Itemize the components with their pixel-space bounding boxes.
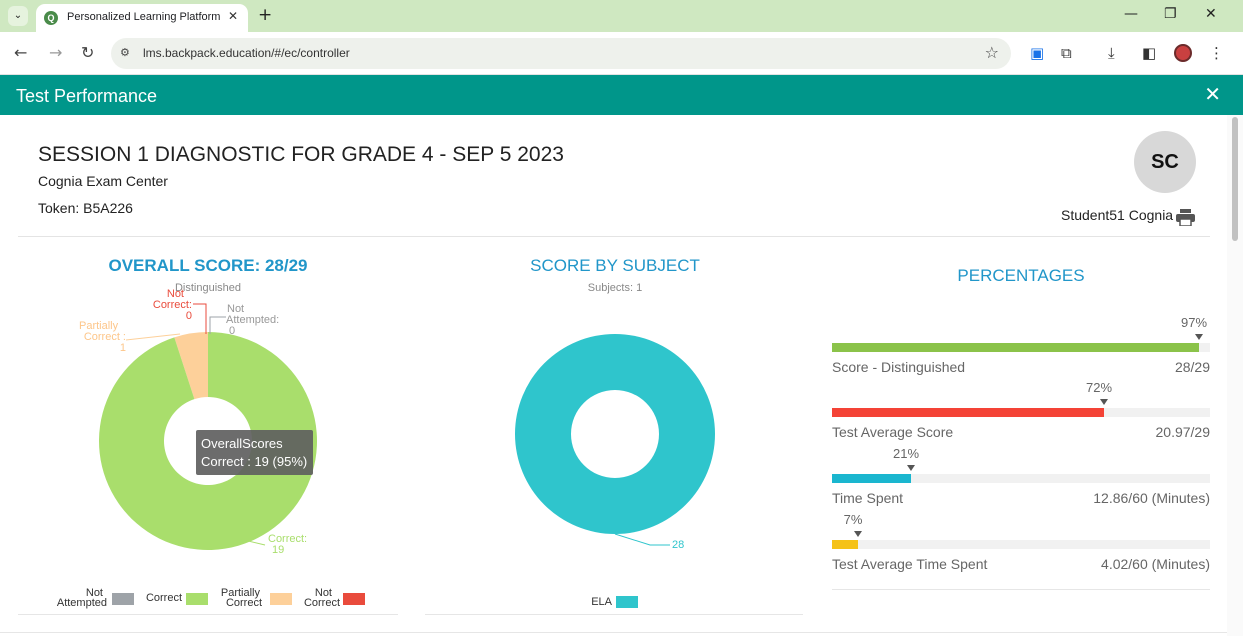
favicon-icon: Q <box>44 11 58 25</box>
leader-line-correct <box>239 538 266 546</box>
reload-icon[interactable]: ↻ <box>81 43 95 62</box>
url-text[interactable]: lms.backpack.education/#/ec/controller <box>143 46 350 60</box>
tooltip-title: OverallScores <box>201 436 283 451</box>
legend-swatch-ela[interactable] <box>616 596 638 608</box>
puzzle-icon[interactable]: ⧉ <box>1061 44 1072 62</box>
star-icon[interactable]: ☆ <box>984 43 999 62</box>
page-divider <box>0 632 1227 633</box>
percentage-marker-icon <box>907 465 915 471</box>
browser-tab-strip: ⌄ Q Personalized Learning Platform ✕ + —… <box>0 0 1243 32</box>
profile-avatar[interactable] <box>1174 44 1192 62</box>
overall-donut-chart <box>98 303 317 550</box>
not-correct-annotation: Not Correct: 0 <box>152 288 192 322</box>
percentage-bar-track <box>832 540 1210 549</box>
overall-score-title: OVERALL SCORE: 28/29 <box>108 256 308 275</box>
ela-slice-label: 28 <box>672 539 685 551</box>
minimize-icon[interactable]: — <box>1124 6 1138 22</box>
extension-icon[interactable]: ▣ <box>1030 44 1045 62</box>
percentage-row-value: 4.02/60 (Minutes) <box>1101 556 1210 572</box>
score-by-subject-subtitle: Subjects: 1 <box>587 282 643 294</box>
legend-swatch-partially-correct[interactable] <box>270 593 292 605</box>
back-icon[interactable]: ← <box>14 43 28 62</box>
leader-line-not-correct <box>193 303 207 334</box>
percentage-value: 7% <box>843 512 863 527</box>
legend-label-correct[interactable]: Correct <box>145 592 182 604</box>
percentage-value: 72% <box>1085 380 1113 395</box>
leader-line-not-attempted <box>209 316 226 334</box>
scrollbar[interactable] <box>1227 115 1243 636</box>
token-text: Token: B5A226 <box>38 200 133 216</box>
percentage-bar-track <box>832 474 1210 483</box>
tab-search-icon[interactable]: ⌄ <box>8 6 28 26</box>
forward-icon[interactable]: → <box>49 43 63 62</box>
percentage-bar-fill <box>832 474 911 483</box>
legend-label-not-attempted[interactable]: Not Attempted <box>56 587 107 609</box>
student-name: Student51 Cognia <box>1061 207 1174 223</box>
app-header: Test Performance ✕ <box>0 75 1243 115</box>
slice-partially-correct[interactable] <box>174 332 208 400</box>
header-divider <box>18 236 1210 237</box>
menu-dots-icon[interactable]: ⋮ <box>1209 44 1224 62</box>
score-by-subject-title: SCORE BY SUBJECT <box>530 256 700 275</box>
panel-divider <box>18 614 398 615</box>
slice-correct[interactable] <box>98 332 317 550</box>
test-title: SESSION 1 DIAGNOSTIC FOR GRADE 4 - SEP 5… <box>38 143 564 166</box>
leader-line-ela <box>614 533 670 546</box>
percentage-row-value: 12.86/60 (Minutes) <box>1093 490 1210 506</box>
avatar: SC <box>1134 131 1196 193</box>
close-tab-icon[interactable]: ✕ <box>227 9 238 23</box>
percentage-row-label: Test Average Time Spent <box>832 556 988 572</box>
legend-label-ela[interactable]: ELA <box>591 596 612 608</box>
window-close-icon[interactable]: ✕ <box>1205 6 1217 22</box>
panel-divider <box>425 614 803 615</box>
legend-swatch-not-correct[interactable] <box>343 593 365 605</box>
tab-title: Personalized Learning Platform <box>67 11 221 23</box>
percentage-bar-track <box>832 343 1210 352</box>
new-tab-plus-icon[interactable]: + <box>258 5 273 25</box>
chart-tooltip: OverallScores Correct : 19 (95%) <box>196 430 313 475</box>
legend-label-partially-correct[interactable]: Partially Correct <box>220 587 262 609</box>
slice-ela[interactable] <box>515 333 715 535</box>
panel-divider <box>832 589 1210 590</box>
legend-swatch-correct[interactable] <box>186 593 208 605</box>
close-icon[interactable]: ✕ <box>1204 82 1221 106</box>
correct-annotation: Correct: 19 <box>268 533 308 556</box>
percentage-marker-icon <box>854 531 862 537</box>
percentage-marker-icon <box>1100 399 1108 405</box>
subject-donut-chart <box>515 333 715 546</box>
download-icon[interactable]: ⤓ <box>1108 44 1115 62</box>
tooltip-value: Correct : 19 (95%) <box>201 454 308 469</box>
address-bar[interactable]: ⚙ lms.backpack.education/#/ec/controller… <box>111 38 1011 69</box>
percentage-bar-fill <box>832 408 1104 417</box>
percentage-marker-icon <box>1195 334 1203 340</box>
browser-tab[interactable]: Q Personalized Learning Platform ✕ <box>36 4 248 32</box>
percentage-row-label: Test Average Score <box>832 424 954 440</box>
percentage-row-label: Score - Distinguished <box>832 359 966 375</box>
page-title: Test Performance <box>16 86 158 106</box>
legend-label-not-correct[interactable]: Not Correct <box>303 587 340 609</box>
percentage-value: 97% <box>1180 315 1208 330</box>
percentage-bar-fill <box>832 343 1199 352</box>
not-attempted-annotation: Not Attempted: 0 <box>226 303 280 337</box>
percentage-bar-track <box>832 408 1210 417</box>
restore-icon[interactable]: ❐ <box>1164 6 1177 22</box>
percentage-row-label: Time Spent <box>832 490 904 506</box>
browser-toolbar: ← → ↻ ⚙ lms.backpack.education/#/ec/cont… <box>0 32 1243 75</box>
print-icon[interactable] <box>1176 209 1195 226</box>
scroll-thumb[interactable] <box>1232 117 1238 241</box>
site-settings-icon[interactable]: ⚙ <box>120 46 130 59</box>
partially-correct-annotation: Partially Correct : 1 <box>79 320 126 354</box>
legend-swatch-not-attempted[interactable] <box>112 593 134 605</box>
sidebar-icon[interactable]: ◧ <box>1142 44 1157 62</box>
percentage-bar-fill <box>832 540 858 549</box>
percentage-value: 21% <box>892 446 920 461</box>
leader-line-partially-correct <box>125 333 181 341</box>
percentage-row-value: 20.97/29 <box>1155 424 1211 440</box>
percentages-title: PERCENTAGES <box>957 266 1085 285</box>
percentage-row-value: 28/29 <box>1174 359 1210 375</box>
exam-center-name: Cognia Exam Center <box>38 173 168 189</box>
overall-score-subtitle: Distinguished <box>174 282 242 294</box>
